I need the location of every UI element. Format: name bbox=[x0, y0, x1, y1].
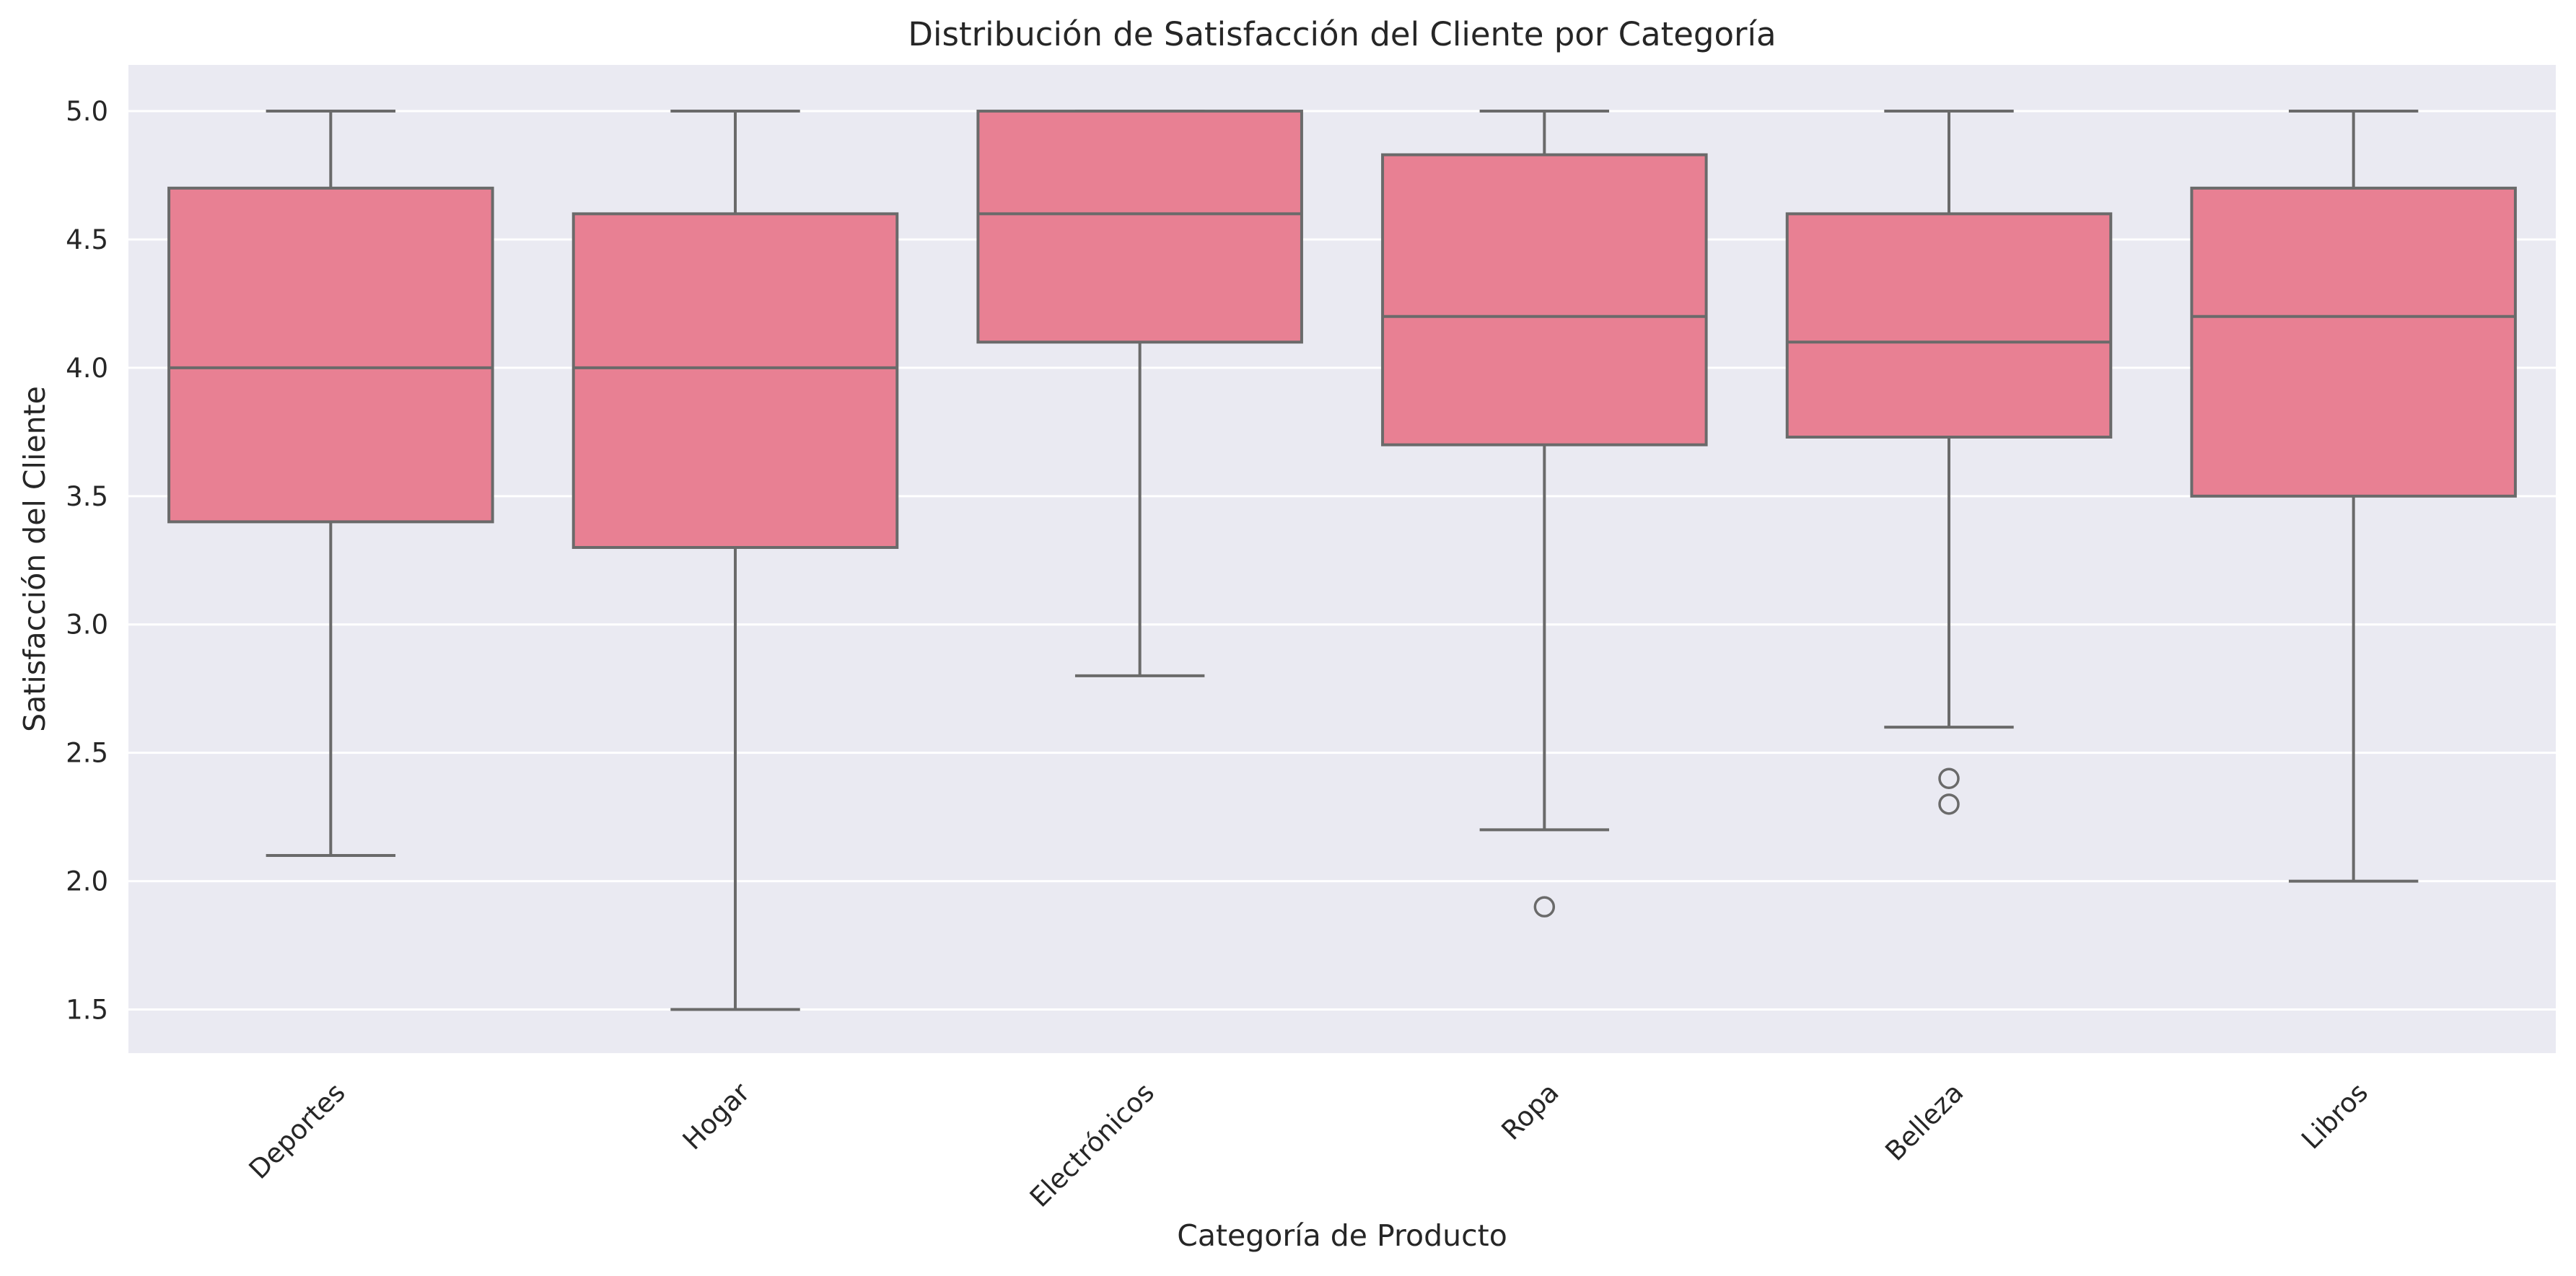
box-3 bbox=[976, 110, 1303, 677]
x-tick-labels: Deportes Hogar Electrónicos Ropa Belleza Libr… bbox=[243, 1076, 2374, 1213]
plot-area bbox=[128, 65, 2556, 1053]
y-axis-label: Satisfacción del Cliente bbox=[17, 386, 52, 732]
y-tick-label: 2.5 bbox=[66, 738, 108, 769]
x-tick-label: Ropa bbox=[1496, 1077, 1565, 1146]
box-5 bbox=[1785, 110, 2113, 815]
box-6 bbox=[2190, 110, 2517, 883]
box-iqr bbox=[571, 212, 899, 549]
chart-title: Distribución de Satisfacción del Cliente… bbox=[908, 15, 1776, 53]
box-2 bbox=[571, 110, 899, 1011]
y-tick-label: 3.0 bbox=[66, 610, 108, 641]
y-tick-label: 4.0 bbox=[66, 353, 108, 384]
box-iqr bbox=[1785, 212, 2113, 439]
grid-lines bbox=[128, 110, 2556, 1011]
x-tick-label: Hogar bbox=[677, 1076, 756, 1156]
box-1 bbox=[167, 110, 494, 857]
x-axis-label: Categoría de Producto bbox=[1177, 1218, 1507, 1253]
outlier-point bbox=[1938, 767, 1960, 789]
y-tick-label: 2.0 bbox=[66, 866, 108, 897]
box-iqr bbox=[976, 110, 1303, 344]
box-iqr bbox=[2190, 186, 2517, 498]
outlier-point bbox=[1533, 896, 1556, 918]
x-tick-label: Belleza bbox=[1880, 1077, 1970, 1167]
box-iqr bbox=[167, 186, 494, 524]
y-tick-label: 5.0 bbox=[66, 96, 108, 127]
x-tick-label: Deportes bbox=[243, 1077, 351, 1185]
x-tick-label: Electrónicos bbox=[1024, 1077, 1160, 1213]
y-tick-label: 3.5 bbox=[66, 481, 108, 512]
x-tick-label: Libros bbox=[2295, 1077, 2374, 1156]
box-iqr bbox=[1381, 153, 1708, 446]
y-tick-labels: 1.5 2.0 2.5 3.0 3.5 4.0 4.5 5.0 bbox=[66, 96, 108, 1025]
box-4 bbox=[1381, 110, 1708, 918]
y-tick-label: 1.5 bbox=[66, 995, 108, 1026]
boxes bbox=[167, 110, 2517, 1011]
outlier-point bbox=[1938, 793, 1960, 815]
y-tick-label: 4.5 bbox=[66, 224, 108, 255]
